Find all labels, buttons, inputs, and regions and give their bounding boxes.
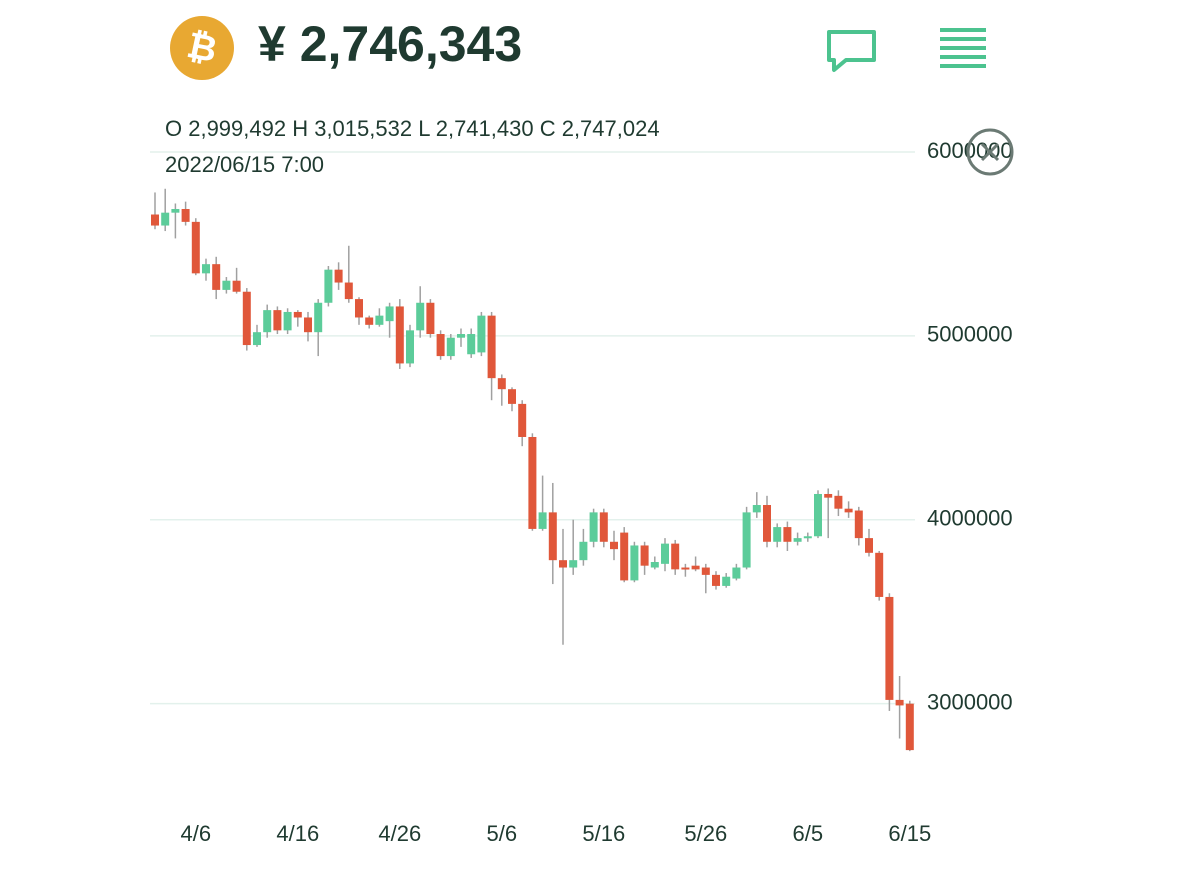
candle-body [559, 560, 567, 568]
candle-body [293, 311, 302, 318]
candle-body [344, 282, 353, 300]
candle-body [202, 264, 210, 274]
candle-body [314, 302, 323, 333]
candle-body [548, 512, 557, 561]
candle-body [191, 221, 200, 274]
candle-body [487, 315, 496, 379]
candle-body [355, 299, 363, 318]
x-tick-label: 5/26 [684, 821, 727, 846]
y-tick-label: 4000000 [927, 506, 1013, 531]
datetime: 2022/06/15 7:00 [165, 152, 324, 177]
candle-body [783, 527, 792, 542]
candle-body [579, 541, 588, 561]
candle-body [467, 334, 476, 355]
x-tick-label: 4/26 [378, 821, 421, 846]
candle-body [508, 389, 516, 404]
y-tick-label: 3000000 [927, 689, 1013, 714]
candle-body [375, 315, 384, 325]
candle-body [885, 596, 894, 700]
candle-body [334, 269, 343, 283]
candle-body [446, 337, 455, 357]
candle-body [273, 310, 282, 331]
candle-body [518, 403, 527, 437]
candle-body [640, 545, 649, 566]
candle-body [814, 493, 822, 537]
candle-body [538, 512, 547, 529]
x-tick-label: 6/15 [888, 821, 931, 846]
candle-body [824, 493, 833, 498]
x-tick-label: 5/16 [582, 821, 625, 846]
plot: 4/6 4/16 4/26 5/6 5/16 5/26 6/5 6/15 [151, 188, 931, 846]
candle-body [599, 512, 608, 542]
x-tick-label: 4/16 [276, 821, 319, 846]
ohlc-info: O 2,999,492 H 3,015,532 L 2,741,430 C 2,… [165, 116, 660, 141]
candle-body [232, 280, 241, 292]
candle-body [406, 330, 414, 364]
candle-body [304, 317, 312, 333]
candle-body [650, 562, 659, 568]
candle-body [212, 264, 221, 290]
candle-body [151, 214, 159, 226]
candle-body [426, 302, 435, 335]
candle-body [457, 334, 465, 338]
candle-body [283, 311, 292, 331]
candle-body [171, 208, 180, 213]
candle-body [671, 543, 680, 570]
candle-body [793, 538, 802, 542]
candle-body [701, 567, 710, 575]
candle-body [773, 527, 782, 542]
candle-body [395, 306, 404, 364]
candle-body [610, 541, 618, 550]
candle-body [865, 538, 873, 553]
candle-body [416, 302, 425, 331]
candle-body [528, 436, 537, 529]
candle-body [436, 334, 445, 357]
coin-icon: ₿ [170, 16, 234, 80]
candle-body [222, 280, 231, 290]
candle-body [589, 512, 598, 542]
candle-body [895, 699, 904, 706]
candle-body [161, 212, 170, 226]
candle-body [569, 560, 578, 568]
candle-body [253, 332, 261, 346]
candle-body [712, 574, 720, 586]
candle-body [732, 567, 741, 579]
candle-body [497, 378, 506, 390]
candle-body [742, 512, 751, 568]
candle-body [844, 508, 853, 513]
candle-body [691, 565, 700, 570]
price: ¥ 2,746,343 [258, 16, 522, 72]
candle-body [834, 495, 843, 509]
candle-body [477, 315, 486, 353]
candle-body [324, 269, 333, 303]
candle-body [722, 576, 731, 586]
candle-body [681, 567, 690, 570]
candle-body [365, 317, 374, 325]
candle-body [181, 208, 190, 222]
menu-button[interactable] [940, 28, 986, 68]
candle-body [630, 545, 639, 581]
candle-body [763, 505, 771, 542]
candle-body [242, 291, 251, 346]
candle-body [875, 552, 884, 597]
candle-body [854, 510, 863, 539]
chat-button[interactable] [827, 30, 876, 72]
candle-body [803, 536, 812, 539]
x-tick-label: 4/6 [181, 821, 212, 846]
x-tick-label: 6/5 [793, 821, 824, 846]
candle-body [661, 543, 669, 564]
candle-body [620, 532, 629, 581]
candle-body [263, 310, 272, 333]
candle-body [385, 306, 394, 322]
candle-body [905, 703, 914, 751]
close-button[interactable] [966, 128, 1014, 176]
y-tick-label: 5000000 [927, 322, 1013, 347]
x-tick-label: 5/6 [487, 821, 518, 846]
candle-body [752, 505, 761, 513]
